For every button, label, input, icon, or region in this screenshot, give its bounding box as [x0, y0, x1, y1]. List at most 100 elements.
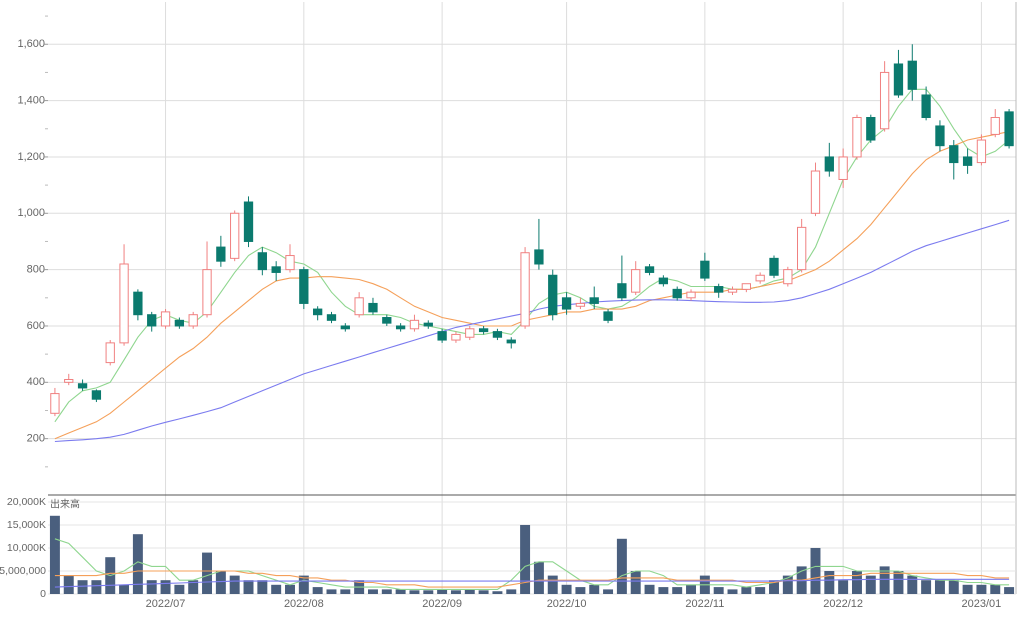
volume-bar: [741, 587, 752, 594]
y-tick-label: 800: [27, 264, 45, 276]
volume-bar: [450, 590, 461, 594]
candle-body: [285, 255, 295, 271]
volume-bar: [533, 561, 544, 594]
candle-body: [271, 266, 281, 273]
volume-bar: [409, 590, 420, 594]
candle-body: [313, 308, 323, 316]
x-tick-label: 2022/07: [146, 598, 186, 610]
candle-body: [437, 331, 447, 341]
candle-body: [188, 314, 198, 327]
x-tick-label: 2022/09: [422, 598, 462, 610]
volume-bar: [506, 589, 517, 594]
volume-bar: [1004, 587, 1015, 594]
volume-bar: [810, 547, 821, 594]
volume-bar: [603, 589, 614, 594]
candle-body: [423, 322, 433, 327]
volume-bar: [948, 580, 959, 594]
volume-bar: [63, 575, 74, 594]
volume-label: 出来高: [50, 498, 80, 511]
volume-bar: [672, 587, 683, 594]
candle-body: [866, 117, 876, 141]
candle-body: [893, 63, 904, 96]
y-tick-label: 1,000: [17, 207, 45, 219]
volume-bar: [520, 524, 531, 594]
volume-bar: [215, 570, 226, 594]
volume-bar: [257, 580, 268, 594]
candle-body: [451, 333, 461, 341]
volume-bar: [174, 584, 185, 594]
candle-body: [1004, 111, 1014, 147]
volume-bar: [312, 587, 323, 594]
candle-body: [216, 246, 226, 262]
volume-bar: [713, 587, 724, 594]
volume-bar: [132, 534, 143, 594]
volume-bar: [589, 584, 600, 594]
x-tick-label: 2022/11: [685, 598, 724, 610]
candle-body: [409, 319, 420, 330]
candle-body: [354, 297, 364, 316]
candle-body: [133, 291, 143, 316]
volume-bar: [367, 589, 378, 594]
volume-bar: [423, 590, 434, 594]
volume-tick-label: 15,000K: [7, 519, 46, 531]
y-tick-label: 400: [27, 376, 45, 388]
candle-body: [174, 319, 185, 327]
y-tick-label: 1,600: [17, 38, 45, 50]
volume-bar: [464, 589, 475, 594]
volume-bar: [575, 587, 586, 594]
volume-bar: [340, 589, 351, 594]
volume-bar: [285, 584, 295, 594]
y-tick-label: 1,200: [17, 151, 45, 163]
candle-body: [202, 269, 212, 316]
volume-bar: [616, 538, 627, 594]
volume-bar: [160, 580, 171, 594]
candle-body: [797, 226, 807, 271]
candle-body: [299, 269, 309, 304]
candle-body: [160, 311, 171, 327]
candle-body: [589, 297, 599, 304]
volume-bar: [326, 589, 337, 594]
moving-average: [54, 538, 1010, 590]
candle-body: [382, 317, 392, 324]
volume-bar: [91, 580, 102, 594]
volume-bar: [188, 580, 199, 594]
moving-average: [54, 578, 1010, 588]
volume-bar: [769, 580, 779, 594]
candle-body: [326, 314, 337, 321]
candle-body: [506, 339, 516, 344]
candle-body: [824, 156, 834, 172]
volume-bar: [782, 575, 793, 594]
candle-body: [727, 288, 738, 293]
candle-body: [64, 378, 74, 383]
volume-bar: [990, 584, 1001, 594]
x-tick-label: 2022/12: [823, 598, 863, 610]
candle-body: [755, 274, 765, 282]
x-tick-label: 2022/10: [547, 598, 587, 610]
candle-body: [340, 325, 350, 330]
volume-bar: [976, 584, 987, 594]
volume-bar: [243, 580, 254, 594]
candle-body: [658, 277, 669, 285]
volume-bar: [686, 584, 697, 594]
candle-body: [478, 328, 489, 333]
candle-body: [783, 269, 793, 285]
candle-body: [492, 331, 503, 338]
candle-body: [907, 60, 917, 90]
volume-bar: [49, 515, 60, 594]
volume-tick-label: 20,000K: [7, 496, 46, 508]
candle-body: [119, 263, 129, 344]
moving-average: [54, 88, 1010, 423]
x-tick-label: 2023/01: [962, 598, 1002, 610]
candle-body: [714, 286, 724, 293]
volume-bar: [644, 584, 655, 594]
candle-body: [921, 94, 931, 119]
candle-body: [700, 260, 710, 279]
volume-bar: [962, 584, 973, 594]
candle-body: [741, 283, 751, 290]
candle-body: [230, 212, 240, 259]
moving-average: [54, 219, 1010, 443]
volume-bar: [727, 589, 738, 594]
candle-body: [368, 302, 378, 313]
